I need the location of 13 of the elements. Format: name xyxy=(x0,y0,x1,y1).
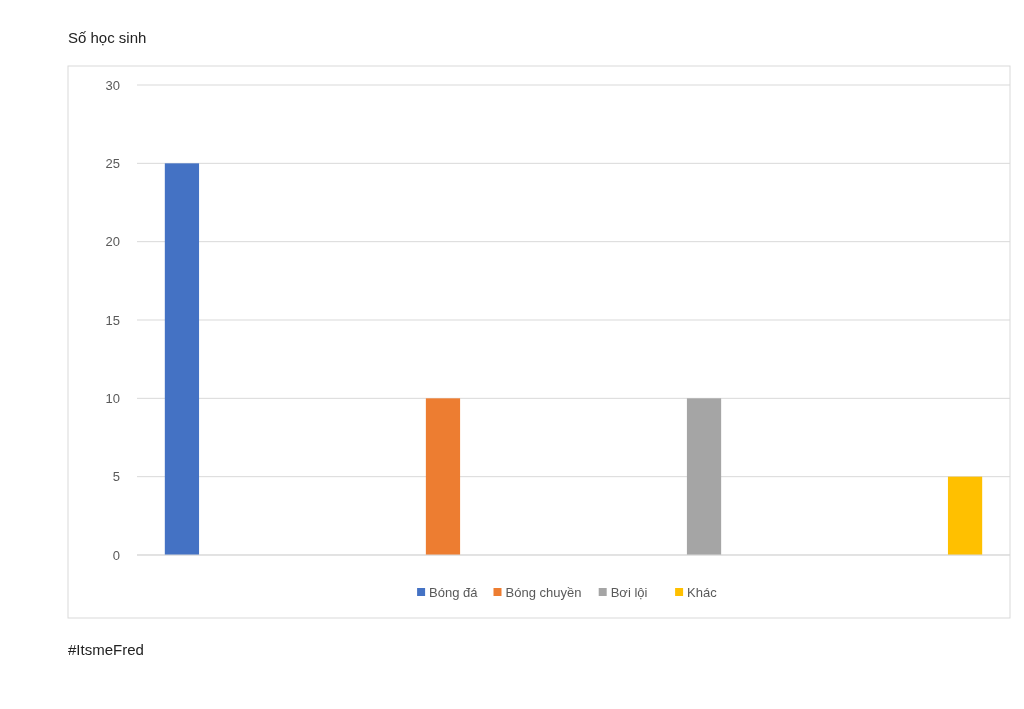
y-tick-label: 5 xyxy=(112,469,120,485)
chart-title: Số học sinh xyxy=(68,29,147,46)
y-tick-label: 30 xyxy=(105,77,120,93)
y-tick-label: 25 xyxy=(105,155,120,171)
legend-label: Khác xyxy=(687,584,718,600)
legend-label: Bóng chuyền xyxy=(505,584,582,600)
legend-label: Bóng đá xyxy=(429,584,479,600)
text: #ItsmeFred xyxy=(68,641,144,658)
legend-label: Bơi lội xyxy=(610,584,648,600)
y-tick-label: 0 xyxy=(112,547,120,563)
y-tick-label: 20 xyxy=(105,234,120,250)
y-tick-label: 10 xyxy=(105,390,120,406)
y-tick-label: 15 xyxy=(105,312,120,328)
